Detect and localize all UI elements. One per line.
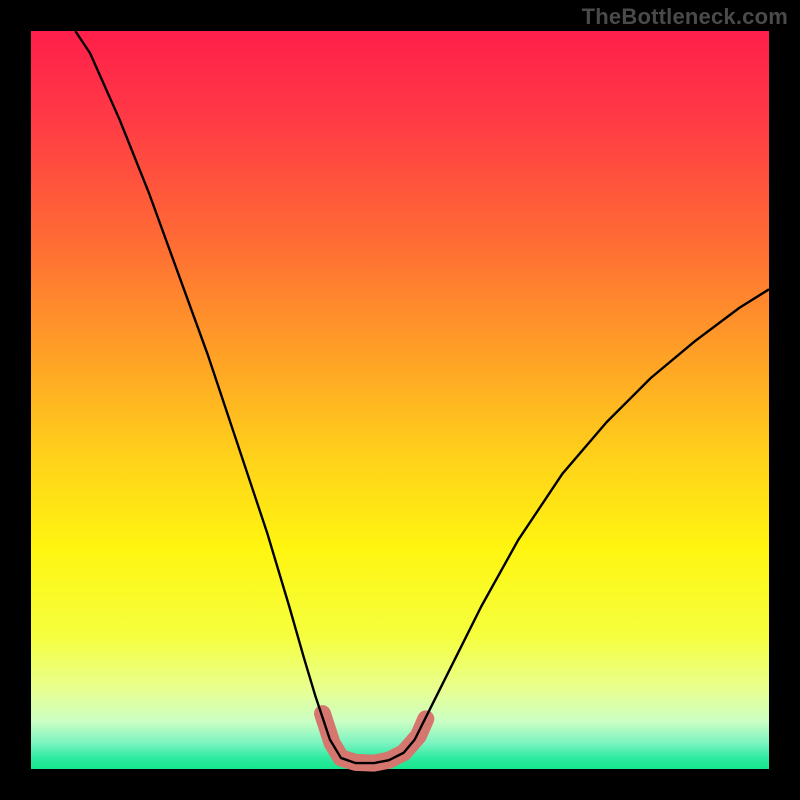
chart-container: TheBottleneck.com xyxy=(0,0,800,800)
bottleneck-curve-chart xyxy=(0,0,800,800)
heat-gradient xyxy=(31,31,769,769)
watermark-text: TheBottleneck.com xyxy=(582,4,788,30)
